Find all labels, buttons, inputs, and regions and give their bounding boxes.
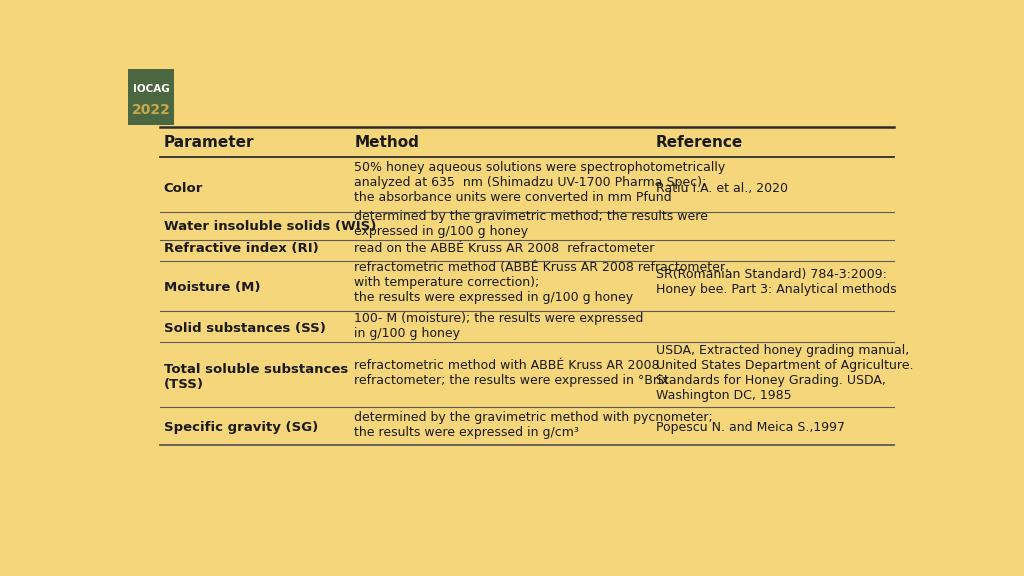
Text: Reference: Reference bbox=[655, 135, 743, 150]
Text: refractometric method (ABBÉ Kruss AR 2008 refractometer,
with temperature correc: refractometric method (ABBÉ Kruss AR 200… bbox=[354, 262, 729, 304]
Text: read on the ABBÉ Kruss AR 2008  refractometer: read on the ABBÉ Kruss AR 2008 refractom… bbox=[354, 242, 654, 255]
Text: Total soluble substances
(TSS): Total soluble substances (TSS) bbox=[164, 363, 348, 391]
Text: Solid substances (SS): Solid substances (SS) bbox=[164, 322, 326, 335]
Text: Refractive index (RI): Refractive index (RI) bbox=[164, 242, 318, 255]
Text: Parameter: Parameter bbox=[164, 135, 254, 150]
Text: Color: Color bbox=[164, 183, 203, 195]
Text: Popescu N. and Meica S.,1997: Popescu N. and Meica S.,1997 bbox=[655, 421, 845, 434]
Text: 100- M (moisture); the results were expressed
in g/100 g honey: 100- M (moisture); the results were expr… bbox=[354, 312, 643, 340]
Text: USDA, Extracted honey grading manual,
United States Department of Agriculture.
S: USDA, Extracted honey grading manual, Un… bbox=[655, 344, 913, 402]
Text: refractometric method with ABBÉ Kruss AR 2008
refractometer; the results were ex: refractometric method with ABBÉ Kruss AR… bbox=[354, 359, 669, 387]
Text: 2022: 2022 bbox=[131, 103, 170, 117]
Text: determined by the gravimetric method; the results were
expressed in g/100 g hone: determined by the gravimetric method; th… bbox=[354, 210, 708, 238]
Text: Water insoluble solids (WIS): Water insoluble solids (WIS) bbox=[164, 220, 376, 233]
Text: SR(Romanian Standard) 784-3:2009:
Honey bee. Part 3: Analytical methods: SR(Romanian Standard) 784-3:2009: Honey … bbox=[655, 268, 896, 296]
Text: Moisture (M): Moisture (M) bbox=[164, 281, 260, 294]
Text: Ratiu I.A. et al., 2020: Ratiu I.A. et al., 2020 bbox=[655, 183, 787, 195]
Text: 50% honey aqueous solutions were spectrophotometrically
analyzed at 635  nm (Shi: 50% honey aqueous solutions were spectro… bbox=[354, 161, 725, 204]
Text: Method: Method bbox=[354, 135, 419, 150]
Text: determined by the gravimetric method with pycnometer;
the results were expressed: determined by the gravimetric method wit… bbox=[354, 411, 713, 439]
Text: IOCAG: IOCAG bbox=[133, 84, 169, 94]
FancyBboxPatch shape bbox=[128, 69, 174, 124]
Text: Specific gravity (SG): Specific gravity (SG) bbox=[164, 421, 318, 434]
